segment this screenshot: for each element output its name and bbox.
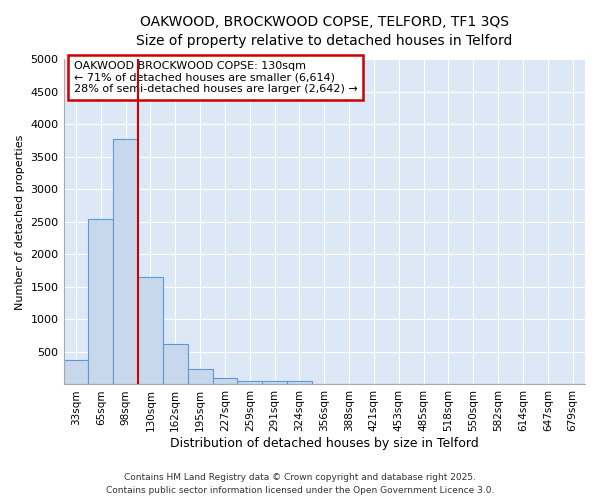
Text: OAKWOOD BROCKWOOD COPSE: 130sqm
← 71% of detached houses are smaller (6,614)
28%: OAKWOOD BROCKWOOD COPSE: 130sqm ← 71% of… [74,61,358,94]
Bar [238,381,262,384]
Bar [113,138,138,384]
Bar [212,378,238,384]
Bar [262,381,287,384]
Bar [138,276,163,384]
Bar [64,360,88,384]
Bar [188,369,212,384]
Bar [163,344,188,385]
Title: OAKWOOD, BROCKWOOD COPSE, TELFORD, TF1 3QS
Size of property relative to detached: OAKWOOD, BROCKWOOD COPSE, TELFORD, TF1 3… [136,15,512,48]
X-axis label: Distribution of detached houses by size in Telford: Distribution of detached houses by size … [170,437,479,450]
Text: Contains HM Land Registry data © Crown copyright and database right 2025.
Contai: Contains HM Land Registry data © Crown c… [106,474,494,495]
Y-axis label: Number of detached properties: Number of detached properties [15,134,25,310]
Bar [287,380,312,384]
Bar [88,218,113,384]
